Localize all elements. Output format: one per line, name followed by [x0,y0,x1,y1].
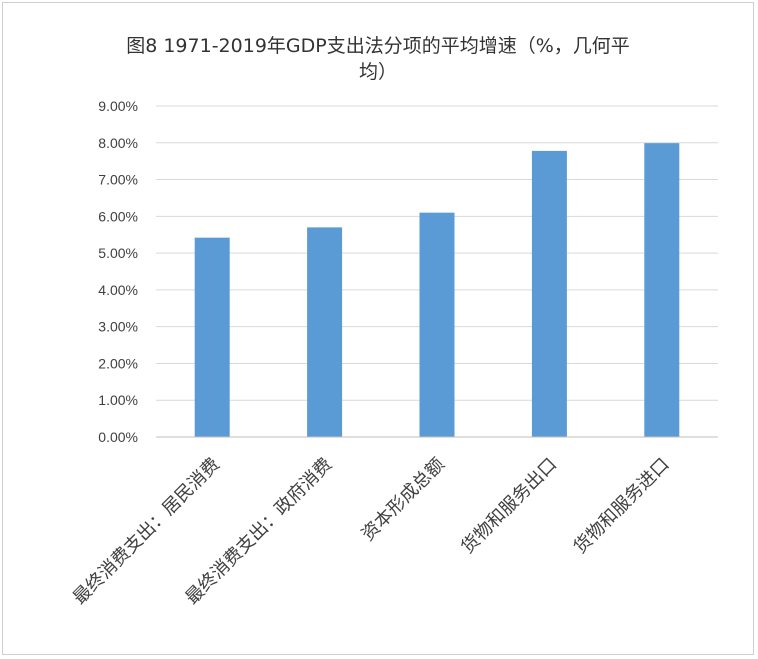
x-category-label: 货物和服务进口 [570,454,674,558]
y-tick-label: 3.00% [98,319,138,335]
y-tick-label: 2.00% [98,355,138,371]
y-axis-ticks: 0.00% 1.00% 2.00% 3.00% 4.00% 5.00% 6.00% 7.00%… [98,98,138,445]
y-tick-label: 1.00% [98,392,138,408]
bar [307,227,343,437]
bar [531,150,567,437]
chart-title-line-1: 图8 1971-2019年GDP支出法分项的平均增速（%，几何平 [126,35,630,57]
y-tick-label: 6.00% [98,208,138,224]
bar [194,237,230,437]
x-category-label: 货物和服务出口 [457,454,561,558]
y-tick-label: 8.00% [98,135,138,151]
y-tick-label: 5.00% [98,245,138,261]
x-category-label: 资本形成总额 [358,454,449,545]
bar-series [194,143,680,437]
y-tick-label: 9.00% [98,98,138,114]
chart-title-line-2: 均） [359,61,397,83]
bar [419,212,455,437]
y-tick-label: 4.00% [98,282,138,298]
y-tick-label: 7.00% [98,172,138,188]
bar [644,143,680,437]
y-tick-label: 0.00% [98,429,138,445]
